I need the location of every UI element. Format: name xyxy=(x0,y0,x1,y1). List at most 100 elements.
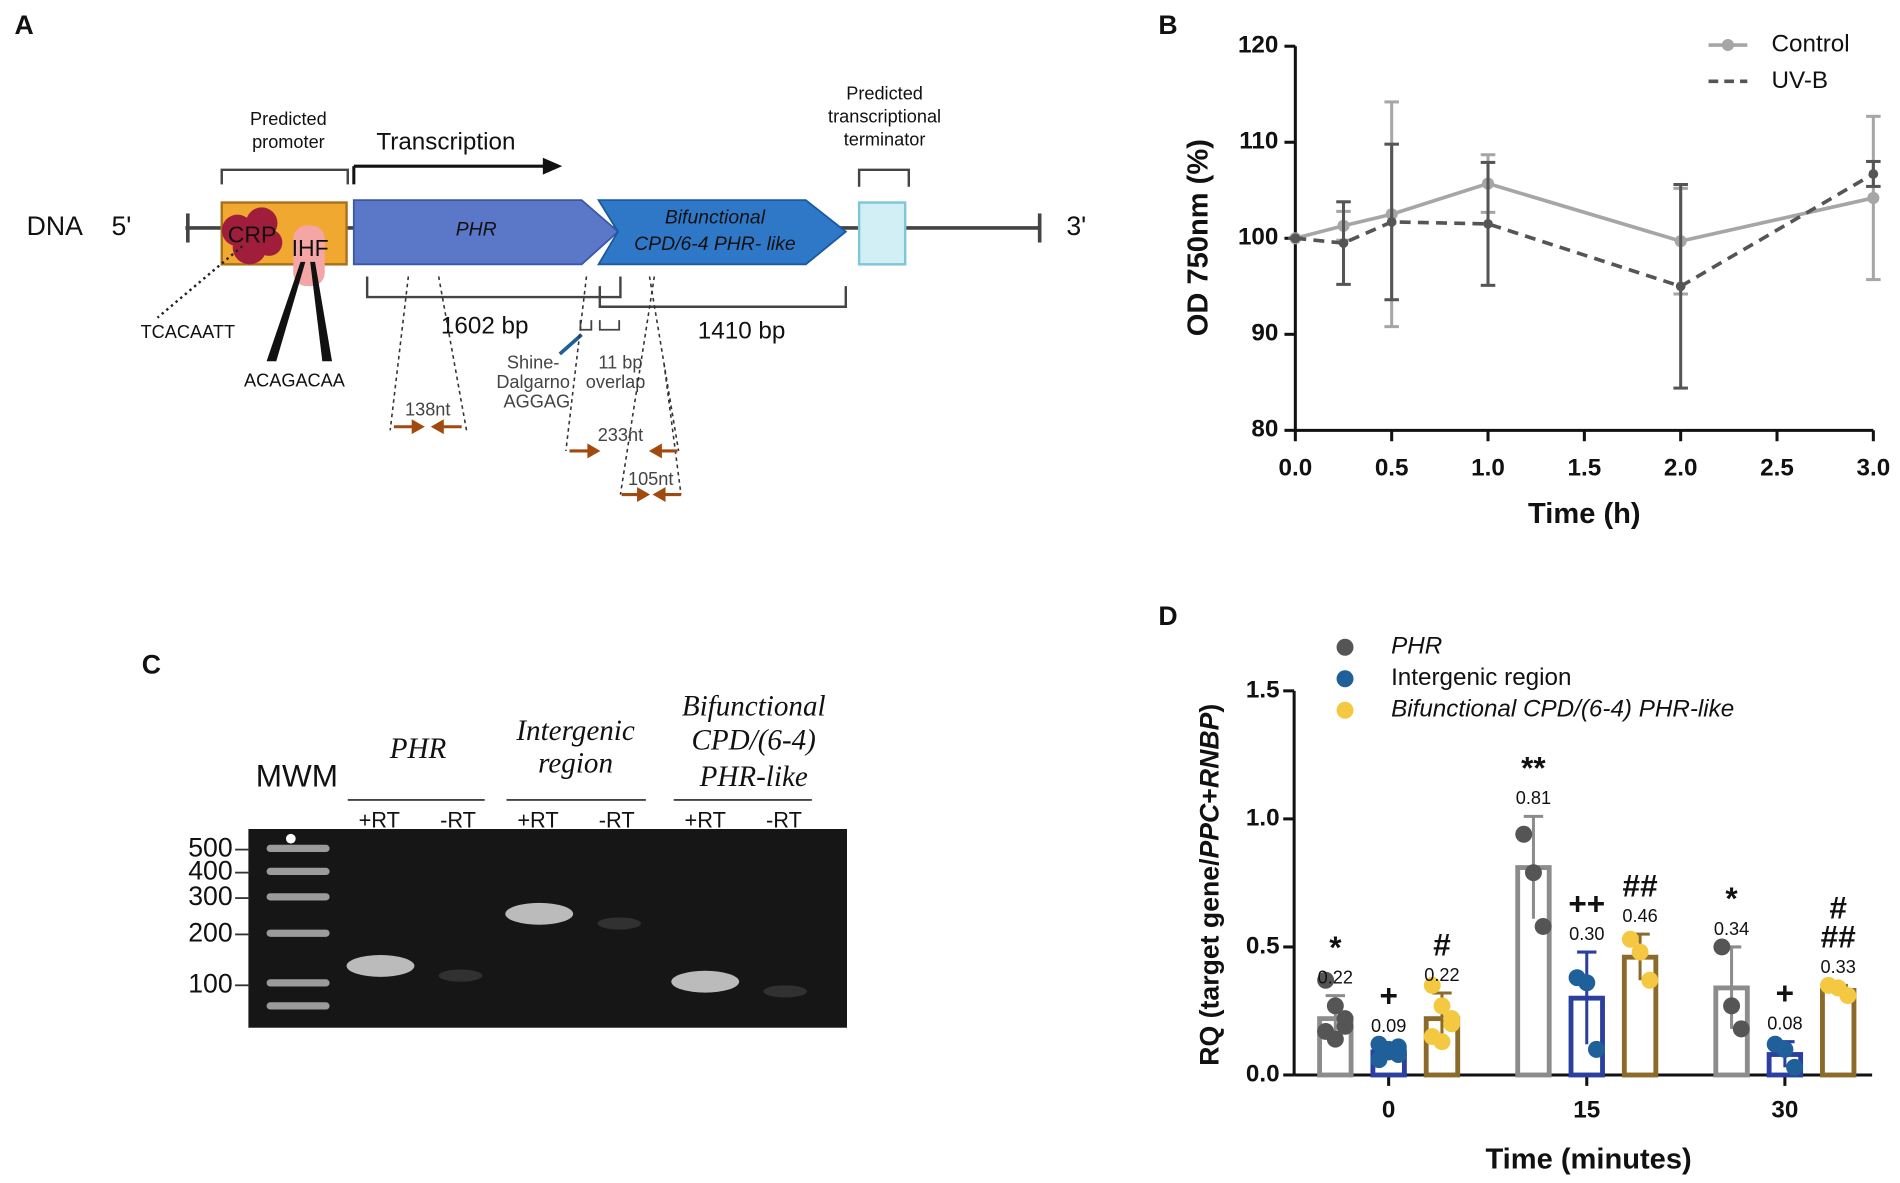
significance: ++ xyxy=(1568,885,1605,921)
y-tick-label: 0.0 xyxy=(1246,1060,1280,1087)
data-line xyxy=(1295,172,1875,289)
significance: ## xyxy=(1821,919,1857,955)
data-point xyxy=(1732,1020,1750,1038)
value-label: 0.30 xyxy=(1569,924,1604,944)
condition-label: -RT xyxy=(440,807,476,832)
amplicon-lines xyxy=(389,276,682,495)
data-point xyxy=(1326,1030,1344,1048)
data-line xyxy=(1294,181,1874,244)
y-axis-label: OD 750nm (%) xyxy=(1182,139,1214,336)
ladder-band xyxy=(266,893,330,901)
significance: * xyxy=(1725,880,1738,916)
amplicon-label: 105nt xyxy=(628,469,673,489)
condition-label: +RT xyxy=(517,807,558,832)
dna-label: DNA xyxy=(27,211,83,241)
legend-label: Control xyxy=(1772,30,1850,57)
data-point xyxy=(1433,1033,1451,1051)
x-tick-label: 2.0 xyxy=(1664,455,1698,482)
x-tick-label: 15 xyxy=(1573,1097,1600,1124)
phr-gene xyxy=(352,199,620,266)
data-point xyxy=(1587,1040,1605,1058)
ladder-label: 300 xyxy=(188,881,232,911)
data-point xyxy=(1515,825,1533,843)
value-label: 0.22 xyxy=(1318,967,1353,987)
data-point xyxy=(1723,997,1741,1015)
bracket xyxy=(365,276,622,299)
gel-band xyxy=(346,955,415,977)
overlap-label: 11 bp xyxy=(598,352,642,372)
data-point xyxy=(1524,864,1542,882)
data-point xyxy=(1386,217,1397,227)
bif-label: CPD/6-4 PHR- like xyxy=(634,233,796,255)
legend-label: UV-B xyxy=(1772,67,1829,94)
amplicon-label: 233nt xyxy=(598,425,643,445)
ladder-band xyxy=(266,867,330,876)
data-point xyxy=(1867,191,1880,205)
bracket xyxy=(220,168,349,185)
x-axis-label: Time (minutes) xyxy=(1485,1144,1691,1176)
legend-label: PHR xyxy=(1391,633,1442,660)
value-label: 0.08 xyxy=(1767,1014,1802,1034)
lane-title: PHR xyxy=(389,733,447,765)
x-tick-label: 2.5 xyxy=(1760,455,1794,482)
primer-arrows xyxy=(393,419,681,503)
value-label: 0.33 xyxy=(1821,957,1856,977)
terminator-label: transcriptional xyxy=(828,107,941,127)
y-tick-label: 100 xyxy=(1238,224,1278,251)
gel xyxy=(248,829,848,1028)
y-tick-label: 110 xyxy=(1239,128,1278,155)
lane-title: CPD/(6-4) xyxy=(692,725,816,757)
legend-label: Intergenic region xyxy=(1391,664,1571,691)
gel-band xyxy=(671,970,740,993)
bracket xyxy=(579,320,621,331)
y-axis-label-part: + xyxy=(1195,788,1225,804)
data-point xyxy=(1621,930,1639,948)
significance: # xyxy=(1433,926,1451,962)
ihf-label: IHF xyxy=(292,235,329,261)
x-tick-label: 1.5 xyxy=(1568,455,1602,482)
value-label: 0.46 xyxy=(1622,906,1657,926)
data-point xyxy=(1534,917,1552,935)
bracket xyxy=(857,168,911,187)
terminator-label: terminator xyxy=(844,130,926,150)
x-tick-label: 0.0 xyxy=(1279,455,1313,482)
condition-label: +RT xyxy=(685,807,726,832)
ladder-band xyxy=(266,929,330,937)
data-point xyxy=(1641,971,1659,989)
significance: * xyxy=(1329,929,1342,965)
x-tick-label: 0.5 xyxy=(1375,455,1409,482)
data-point xyxy=(1786,1058,1804,1076)
lane-title: PHR-like xyxy=(699,761,808,793)
lane-title: Bifunctional xyxy=(682,691,826,723)
gel-band-faint xyxy=(763,985,808,998)
gel-band-faint xyxy=(438,969,483,982)
legend-label: Bifunctional CPD/(6-4) PHR-like xyxy=(1391,696,1734,723)
bracket xyxy=(598,286,848,308)
ladder-label: 200 xyxy=(188,917,232,947)
data-point xyxy=(1336,1017,1354,1035)
data-point xyxy=(1839,987,1857,1005)
bif-gene xyxy=(596,199,848,266)
condition-label: -RT xyxy=(599,807,635,832)
data-point xyxy=(1317,971,1335,989)
y-tick-label: 1.0 xyxy=(1246,804,1280,831)
y-axis-label-part: RQ (target gene/ xyxy=(1195,858,1225,1066)
transcription-label: Transcription xyxy=(376,129,515,156)
ladder-band xyxy=(266,979,330,987)
ladder-band xyxy=(266,1002,330,1010)
data-point xyxy=(1631,943,1649,961)
terminator-box xyxy=(857,201,907,266)
y-tick-label: 0.5 xyxy=(1246,932,1280,959)
three-prime: 3' xyxy=(1066,211,1086,241)
phr-label: PHR xyxy=(456,219,497,241)
sd-label: Dalgarno xyxy=(496,372,570,392)
data-point xyxy=(1776,1040,1794,1058)
significance: ** xyxy=(1521,750,1546,786)
x-tick-label: 30 xyxy=(1771,1097,1798,1124)
ladder-label: 100 xyxy=(188,968,232,998)
five-prime: 5' xyxy=(111,211,131,241)
crp-protein xyxy=(221,207,283,265)
gel-spot xyxy=(285,833,296,844)
arrow-head xyxy=(542,157,563,175)
